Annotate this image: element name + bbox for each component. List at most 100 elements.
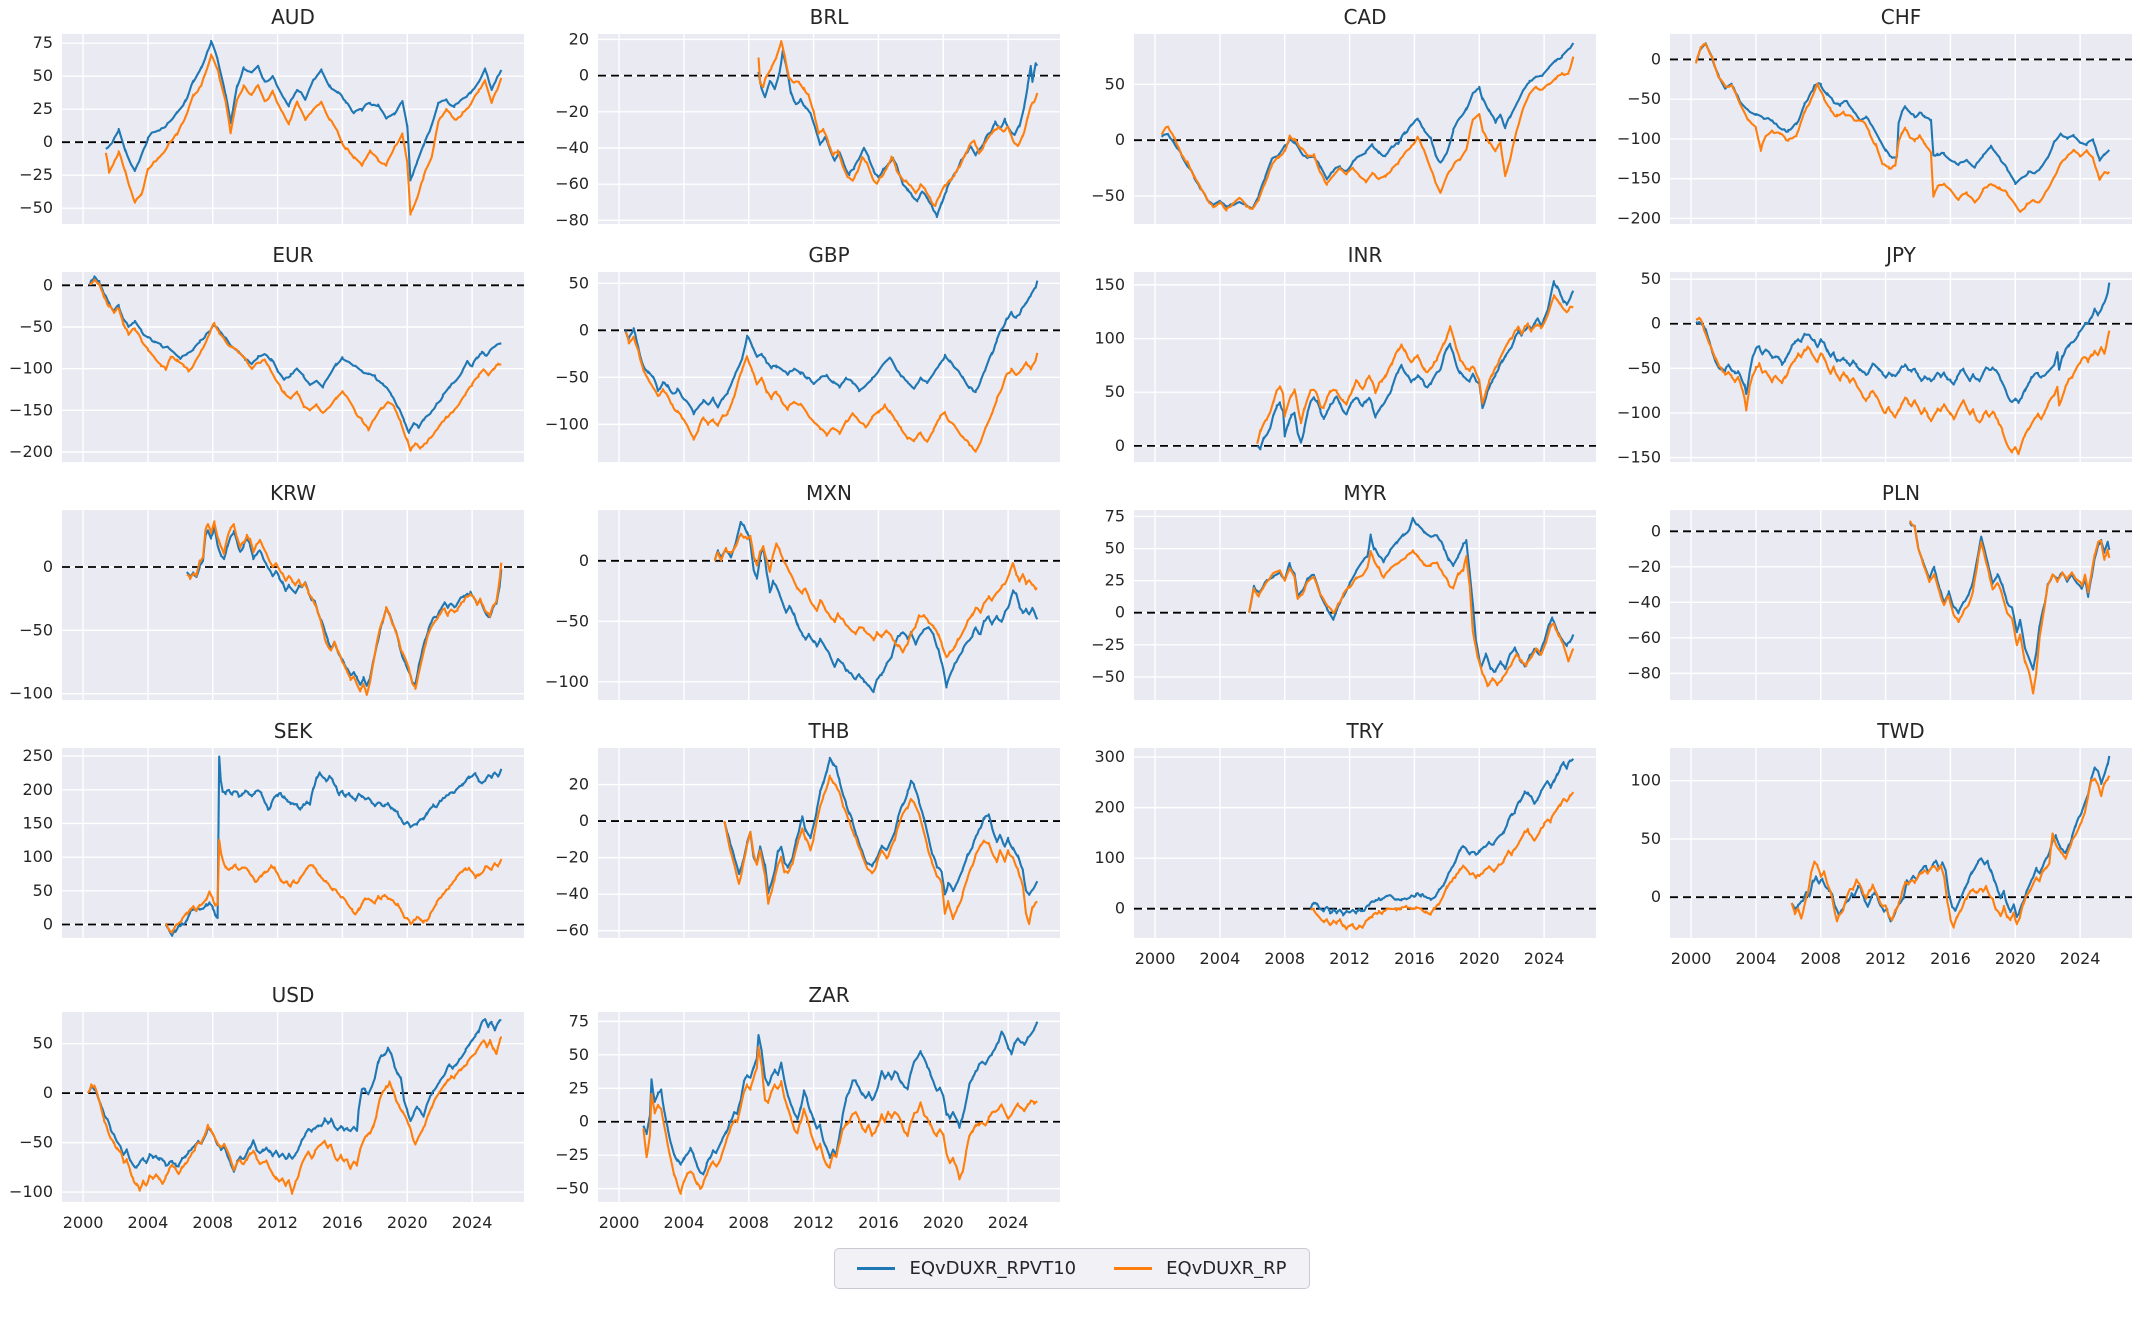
series-eqvduxr_rpvt10 <box>713 520 1039 694</box>
chart-svg-mxn: MXN 0 −50 −100 <box>545 481 1060 700</box>
y-tick-label: 0 <box>43 1083 53 1102</box>
series-eqvduxr_rp <box>89 278 502 452</box>
x-tick-label: 2008 <box>1800 949 1841 968</box>
chart-title: MYR <box>1343 481 1386 505</box>
series-eqvduxr_rpvt10 <box>1160 42 1575 210</box>
legend-item-rp: EQvDUXR_RP <box>1114 1258 1287 1279</box>
chart-title: TWD <box>1876 719 1924 743</box>
legend-line-blue-icon <box>857 1267 896 1270</box>
x-tick-label: 2016 <box>858 1213 899 1232</box>
y-tick-label: 50 <box>1105 74 1125 93</box>
series-eqvduxr_rp <box>1248 549 1575 688</box>
chart-panel-pln: PLN 0 −20 −40 −60 −80 <box>1608 480 2144 710</box>
y-tick-label: −60 <box>1627 628 1661 647</box>
y-tick-label: −50 <box>19 198 53 217</box>
x-tick-label: 2016 <box>1930 949 1971 968</box>
y-tick-label: 0 <box>1651 49 1661 68</box>
y-tick-label: −100 <box>1617 403 1661 422</box>
chart-title: TRY <box>1345 719 1384 743</box>
chart-svg-try: TRY 2000 2004 2008 2012 2016 2020 2024 300 200 100… <box>1094 719 1596 968</box>
legend-label: EQvDUXR_RP <box>1166 1258 1287 1279</box>
y-tick-label: −25 <box>19 165 53 184</box>
chart-panel-krw: KRW 0 −50 −100 <box>0 480 536 710</box>
chart-svg-thb: THB 20 0 −20 −40 −60 <box>555 719 1060 940</box>
series-eqvduxr_rpvt10 <box>105 39 503 182</box>
x-tick-label: 2024 <box>1524 949 1565 968</box>
chart-svg-twd: TWD 2000 2004 2008 2012 2016 2020 2024 100 50 0 <box>1630 719 2132 968</box>
series-eqvduxr_rp <box>1160 56 1575 212</box>
y-tick-label: 100 <box>1630 771 1661 790</box>
y-tick-label: −200 <box>9 442 53 461</box>
y-tick-label: 50 <box>1641 269 1661 288</box>
y-tick-label: 20 <box>569 29 589 48</box>
chart-title: USD <box>272 983 315 1007</box>
chart-panel-myr: MYR 75 50 25 0 −25 −50 <box>1072 480 1608 710</box>
x-tick-label: 2000 <box>1135 949 1176 968</box>
series-eqvduxr_rp <box>1694 42 2111 213</box>
legend-line-orange-icon <box>1114 1267 1153 1270</box>
chart-title: PLN <box>1882 481 1920 505</box>
y-tick-label: −100 <box>1617 129 1661 148</box>
chart-title: JPY <box>1884 243 1917 267</box>
chart-panel-usd: USD 2000 2004 2008 2012 2016 2020 2024 50 0 −50 −10… <box>0 982 536 1238</box>
y-tick-label: −80 <box>555 210 589 229</box>
series-eqvduxr_rp <box>713 532 1038 659</box>
y-tick-label: 50 <box>1105 539 1125 558</box>
chart-title: GBP <box>808 243 849 267</box>
x-tick-label: 2012 <box>1329 949 1370 968</box>
chart-title: BRL <box>810 5 850 29</box>
chart-svg-zar: ZAR 2000 2004 2008 2012 2016 2020 2024 75 50 25 0 −2… <box>555 983 1060 1232</box>
chart-svg-aud: AUD 75 50 25 0 −25 −50 <box>19 5 524 224</box>
x-tick-label: 2016 <box>1394 949 1435 968</box>
chart-svg-inr: INR 150 100 50 0 <box>1094 243 1596 462</box>
x-tick-label: 2000 <box>599 1213 640 1232</box>
y-tick-label: −25 <box>555 1145 589 1164</box>
y-tick-label: 0 <box>1115 603 1125 622</box>
chart-panel-jpy: JPY 50 0 −50 −100 −150 <box>1608 242 2144 472</box>
x-tick-label: 2016 <box>322 1213 363 1232</box>
x-tick-label: 2012 <box>1865 949 1906 968</box>
y-tick-label: 150 <box>22 813 53 832</box>
figure: AUD 75 50 25 0 −25 −50 BRL 20 0 −20 −40 −60 −80 CAD 50 0… <box>0 4 2144 1289</box>
x-tick-label: 2004 <box>1736 949 1777 968</box>
y-tick-label: −20 <box>555 848 589 867</box>
chart-title: EUR <box>272 243 313 267</box>
chart-svg-jpy: JPY 50 0 −50 −100 −150 <box>1617 243 2132 467</box>
y-tick-label: −150 <box>1617 169 1661 188</box>
y-tick-label: −25 <box>1091 635 1125 654</box>
y-tick-label: −20 <box>555 102 589 121</box>
chart-panel-inr: INR 150 100 50 0 <box>1072 242 1608 472</box>
y-tick-label: −40 <box>1627 592 1661 611</box>
y-tick-label: −100 <box>545 414 589 433</box>
chart-svg-krw: KRW 0 −50 −100 <box>9 481 524 703</box>
y-tick-label: 50 <box>1105 382 1125 401</box>
chart-panel-aud: AUD 75 50 25 0 −25 −50 <box>0 4 536 234</box>
y-tick-label: −60 <box>555 921 589 940</box>
legend-item-rpvt10: EQvDUXR_RPVT10 <box>857 1258 1076 1279</box>
y-tick-label: −40 <box>555 884 589 903</box>
x-tick-label: 2020 <box>387 1213 428 1232</box>
chart-panel-try: TRY 2000 2004 2008 2012 2016 2020 2024 300 200 100… <box>1072 718 1608 974</box>
series-eqvduxr_rp <box>757 40 1039 208</box>
y-tick-label: 100 <box>1094 329 1125 348</box>
series-eqvduxr_rp <box>1310 791 1575 931</box>
y-tick-label: 25 <box>569 1078 589 1097</box>
y-tick-label: 0 <box>43 275 53 294</box>
x-tick-label: 2020 <box>1995 949 2036 968</box>
x-tick-label: 2020 <box>923 1213 964 1232</box>
series-eqvduxr_rp <box>86 1036 503 1195</box>
series-eqvduxr_rpvt10 <box>624 280 1039 416</box>
series-eqvduxr_rpvt10 <box>642 1021 1039 1176</box>
y-tick-label: 100 <box>1094 848 1125 867</box>
chart-panel-brl: BRL 20 0 −20 −40 −60 −80 <box>536 4 1072 234</box>
series-eqvduxr_rp <box>642 1045 1038 1195</box>
chart-svg-cad: CAD 50 0 −50 <box>1091 5 1596 224</box>
chart-svg-pln: PLN 0 −20 −40 −60 −80 <box>1627 481 2132 700</box>
chart-svg-chf: CHF 0 −50 −100 −150 −200 <box>1617 5 2132 227</box>
x-tick-label: 2012 <box>793 1213 834 1232</box>
y-tick-label: 0 <box>579 811 589 830</box>
series-eqvduxr_rp <box>624 331 1039 453</box>
chart-panel-cad: CAD 50 0 −50 <box>1072 4 1608 234</box>
y-tick-label: 150 <box>1094 275 1125 294</box>
y-tick-label: −50 <box>555 367 589 386</box>
